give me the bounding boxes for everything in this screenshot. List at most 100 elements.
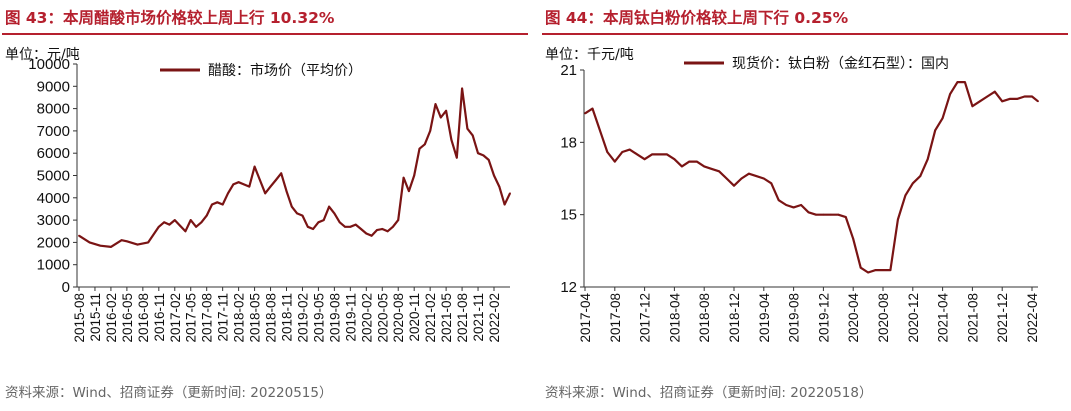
x-tick-label: 2018-11 xyxy=(280,293,295,342)
data-point xyxy=(482,154,485,157)
data-point xyxy=(296,212,298,215)
data-point xyxy=(503,203,506,206)
unit-label: 单位：千元/吨 xyxy=(545,47,634,63)
data-point xyxy=(248,185,251,188)
data-point xyxy=(874,269,877,271)
y-tick-label: 18 xyxy=(560,134,577,151)
data-point xyxy=(280,172,283,175)
x-tick-label: 2021-11 xyxy=(471,293,486,342)
data-point xyxy=(599,129,601,132)
series-line xyxy=(78,87,511,248)
data-point xyxy=(275,179,277,181)
data-point xyxy=(986,95,989,98)
data-point xyxy=(168,223,171,226)
data-point xyxy=(376,229,378,232)
data-point xyxy=(413,174,416,177)
data-point xyxy=(471,134,474,137)
data-point xyxy=(934,129,937,132)
data-point xyxy=(126,240,128,243)
data-point xyxy=(434,103,437,105)
data-point xyxy=(859,266,862,269)
data-point xyxy=(487,159,490,161)
data-point xyxy=(227,192,229,195)
data-point xyxy=(301,214,304,217)
chart-panel-titanium-dioxide: 图 44：本周钛白粉价格较上周下行 0.25% 单位：千元/吨 21 18 15 12… xyxy=(540,0,1071,411)
data-point xyxy=(370,234,373,237)
data-point xyxy=(498,185,501,188)
data-point xyxy=(423,143,426,146)
data-point xyxy=(822,213,825,216)
x-tick-label: 2017-08 xyxy=(608,293,623,343)
y-tick-label: 15 xyxy=(560,207,577,224)
data-point xyxy=(703,165,706,168)
x-tick-label: 2016-02 xyxy=(104,293,119,343)
x-tick-label: 2018-08 xyxy=(697,293,712,343)
x-tick-label: 2015-08 xyxy=(72,293,87,343)
x-tick-label: 2019-04 xyxy=(757,293,772,343)
data-point xyxy=(328,205,330,208)
data-point xyxy=(613,160,616,163)
x-tick-label: 2022-04 xyxy=(1025,293,1040,343)
data-point xyxy=(120,239,123,242)
x-tick-label: 2017-05 xyxy=(184,293,199,343)
data-point xyxy=(733,184,735,187)
x-tick-label: 2018-04 xyxy=(667,293,682,343)
data-point xyxy=(333,212,336,215)
x-tick-label: 2017-02 xyxy=(168,293,183,343)
data-point xyxy=(477,152,479,155)
data-point xyxy=(173,219,176,222)
data-point xyxy=(269,185,272,188)
data-point xyxy=(365,232,368,235)
data-point xyxy=(354,223,357,226)
data-point xyxy=(205,214,208,217)
x-tick-label: 2019-08 xyxy=(327,293,342,343)
data-point xyxy=(621,151,624,153)
x-tick-label: 2022-02 xyxy=(487,293,502,343)
data-point xyxy=(867,271,869,274)
data-point xyxy=(285,190,288,193)
data-point xyxy=(651,153,653,156)
x-tick-label: 2021-04 xyxy=(936,293,951,343)
x-tick-label: 2019-02 xyxy=(295,293,310,343)
data-point xyxy=(200,221,203,224)
data-point xyxy=(243,183,245,186)
data-point xyxy=(381,228,384,230)
y-tick-label: 2000 xyxy=(37,234,70,251)
data-point xyxy=(466,127,469,130)
legend-label: 现货价：钛白粉（金红石型）：国内 xyxy=(732,55,949,72)
data-point xyxy=(136,243,139,246)
data-point xyxy=(882,269,884,271)
data-point xyxy=(88,241,91,244)
chart-title: 图 44：本周钛白粉价格较上周下行 0.25% xyxy=(545,9,849,27)
x-tick-label: 2015-11 xyxy=(88,293,103,342)
data-point xyxy=(290,205,293,208)
x-tick-label: 2019-08 xyxy=(787,293,802,343)
data-point xyxy=(99,244,102,247)
data-point xyxy=(1031,95,1033,98)
data-point xyxy=(264,192,267,195)
chart-panel-acetic-acid: 图 43：本周醋酸市场价格较上周上行 10.32% 单位：元/吨 10000 90… xyxy=(0,0,530,411)
data-point xyxy=(852,237,855,240)
y-tick-label: 4000 xyxy=(37,190,70,207)
data-point xyxy=(785,204,788,206)
data-point xyxy=(461,87,463,90)
data-point xyxy=(658,153,661,156)
y-tick-label: 12 xyxy=(560,279,577,296)
x-tick-label: 2021-05 xyxy=(439,293,454,343)
x-tick-label: 2019-11 xyxy=(343,293,358,342)
data-point xyxy=(748,172,750,175)
x-tick-label: 2018-02 xyxy=(232,293,247,343)
data-point xyxy=(964,81,966,83)
data-point xyxy=(237,181,240,184)
x-tick-label: 2020-04 xyxy=(846,293,861,343)
x-tick-label: 2016-05 xyxy=(120,293,135,343)
data-point xyxy=(232,183,235,186)
data-point xyxy=(949,93,951,95)
y-tick-label: 0 xyxy=(62,279,70,296)
data-point xyxy=(695,160,698,163)
source-note: 资料来源：Wind、招商证券（更新时间: 20220515） xyxy=(5,385,333,401)
data-point xyxy=(979,100,981,103)
data-point xyxy=(971,105,974,108)
x-tick-label: 2017-08 xyxy=(200,293,215,343)
